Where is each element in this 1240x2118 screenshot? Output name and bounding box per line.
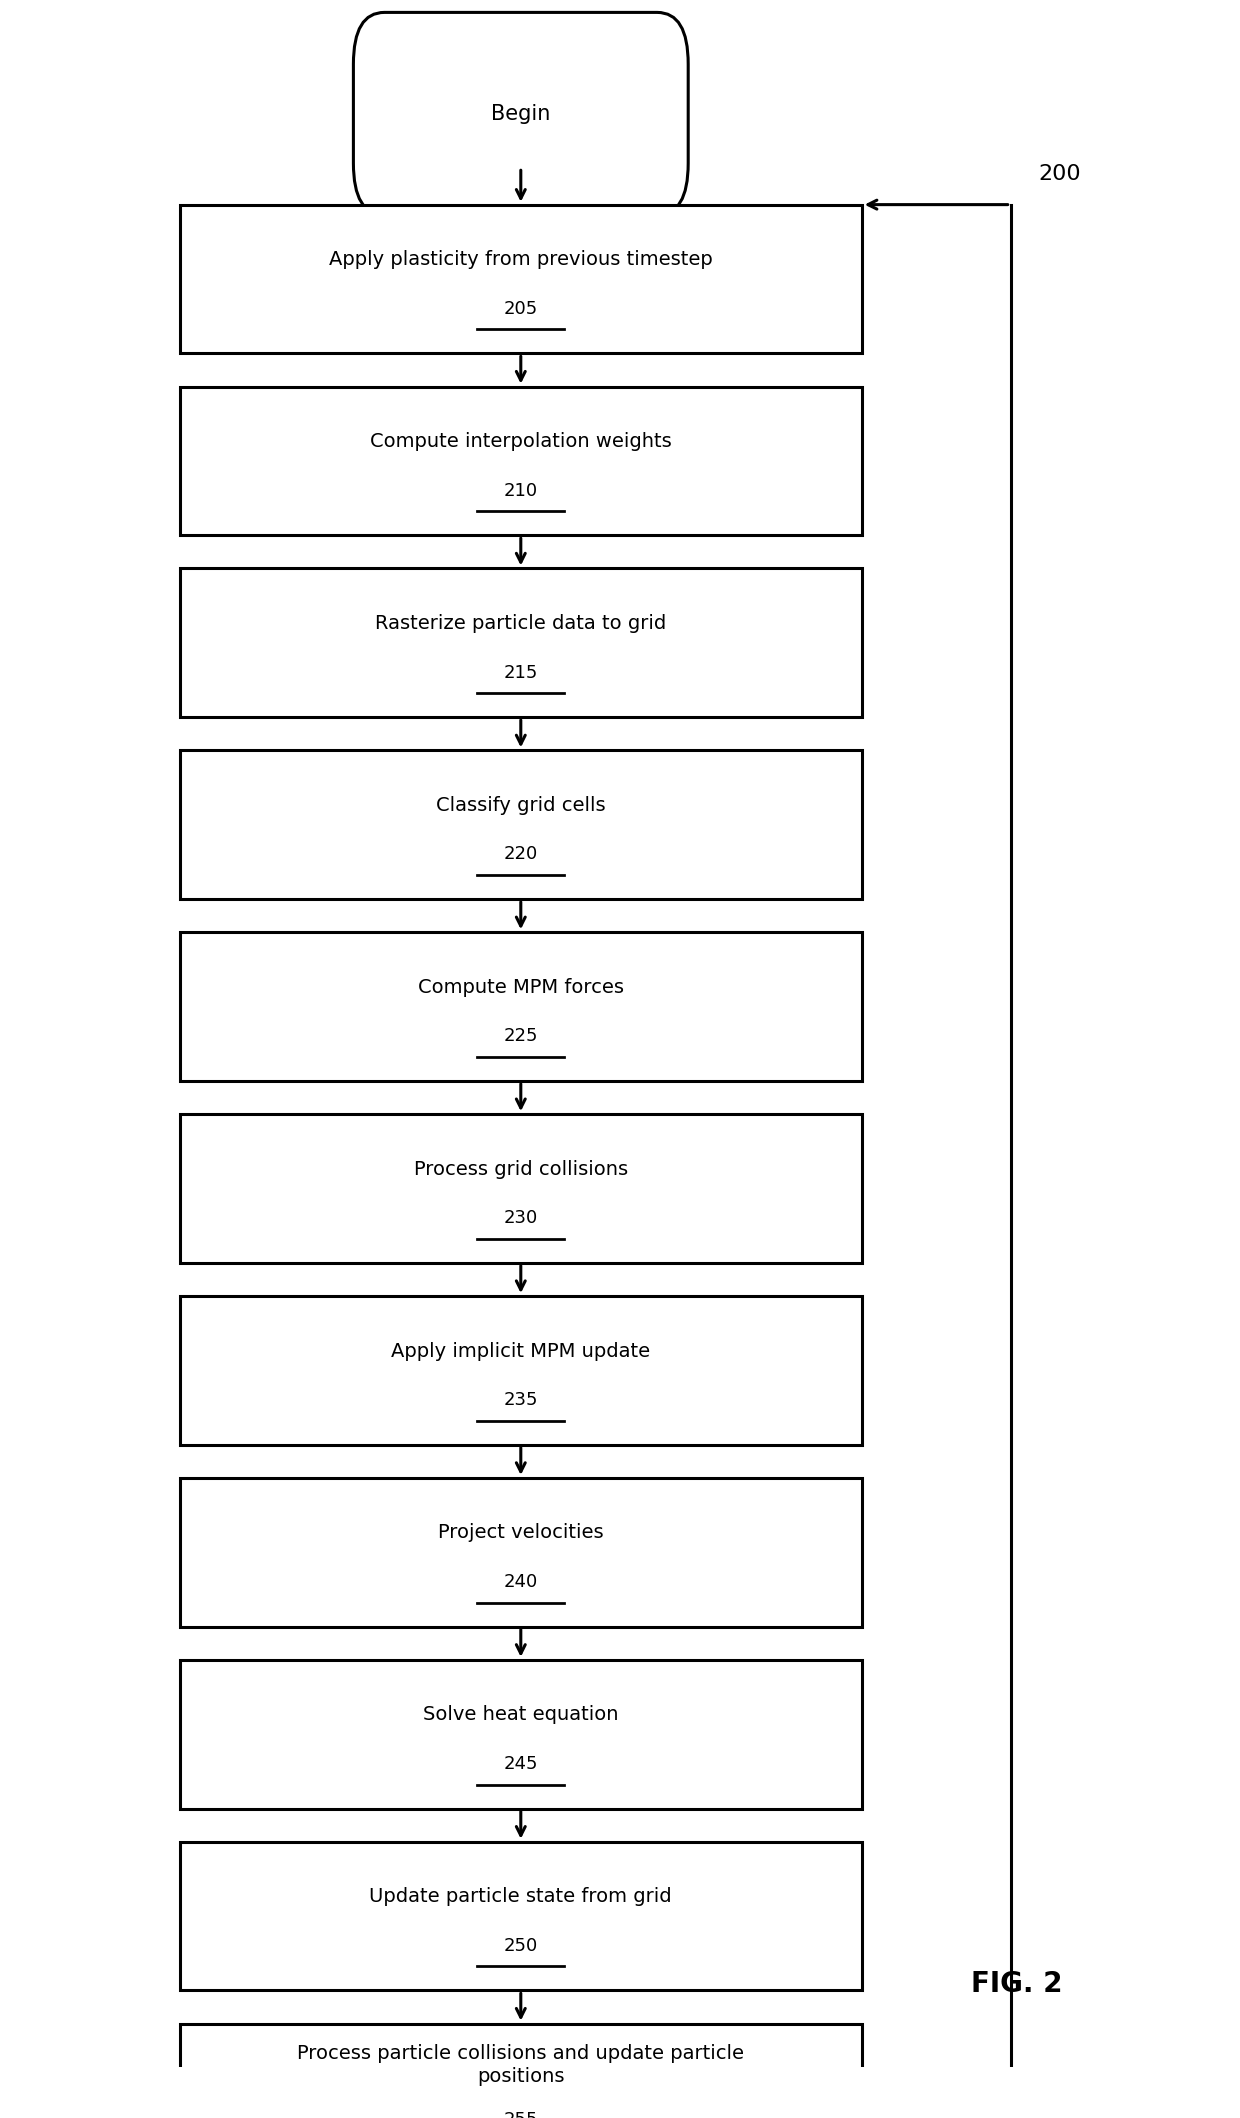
Text: 210: 210	[503, 481, 538, 500]
Text: 215: 215	[503, 663, 538, 682]
FancyBboxPatch shape	[180, 1114, 862, 1262]
FancyBboxPatch shape	[180, 385, 862, 536]
Text: Classify grid cells: Classify grid cells	[436, 796, 605, 815]
Text: FIG. 2: FIG. 2	[971, 1970, 1063, 1997]
Text: Rasterize particle data to grid: Rasterize particle data to grid	[376, 614, 666, 633]
Text: Apply implicit MPM update: Apply implicit MPM update	[392, 1341, 650, 1360]
FancyBboxPatch shape	[180, 1478, 862, 1627]
Text: Process grid collisions: Process grid collisions	[414, 1161, 627, 1178]
Text: Compute MPM forces: Compute MPM forces	[418, 979, 624, 998]
Text: Update particle state from grid: Update particle state from grid	[370, 1887, 672, 1906]
Text: Compute interpolation weights: Compute interpolation weights	[370, 432, 672, 451]
FancyBboxPatch shape	[353, 13, 688, 214]
Text: 220: 220	[503, 845, 538, 864]
Text: 245: 245	[503, 1756, 538, 1773]
Text: Process particle collisions and update particle
positions: Process particle collisions and update p…	[298, 2044, 744, 2086]
Text: 255: 255	[503, 2112, 538, 2118]
Text: Begin: Begin	[491, 104, 551, 123]
Text: 200: 200	[1038, 163, 1080, 184]
Text: 225: 225	[503, 1027, 538, 1046]
FancyBboxPatch shape	[180, 1843, 862, 1991]
FancyBboxPatch shape	[180, 568, 862, 718]
Text: 250: 250	[503, 1936, 538, 1955]
FancyBboxPatch shape	[180, 1661, 862, 1809]
FancyBboxPatch shape	[180, 1296, 862, 1444]
Text: 205: 205	[503, 301, 538, 318]
Text: 230: 230	[503, 1209, 538, 1226]
Text: Project velocities: Project velocities	[438, 1523, 604, 1542]
FancyBboxPatch shape	[180, 205, 862, 354]
Text: 240: 240	[503, 1574, 538, 1591]
FancyBboxPatch shape	[180, 932, 862, 1080]
Text: 235: 235	[503, 1392, 538, 1408]
Text: Solve heat equation: Solve heat equation	[423, 1705, 619, 1724]
FancyBboxPatch shape	[180, 750, 862, 900]
Text: Apply plasticity from previous timestep: Apply plasticity from previous timestep	[329, 250, 713, 269]
FancyBboxPatch shape	[180, 2023, 862, 2118]
